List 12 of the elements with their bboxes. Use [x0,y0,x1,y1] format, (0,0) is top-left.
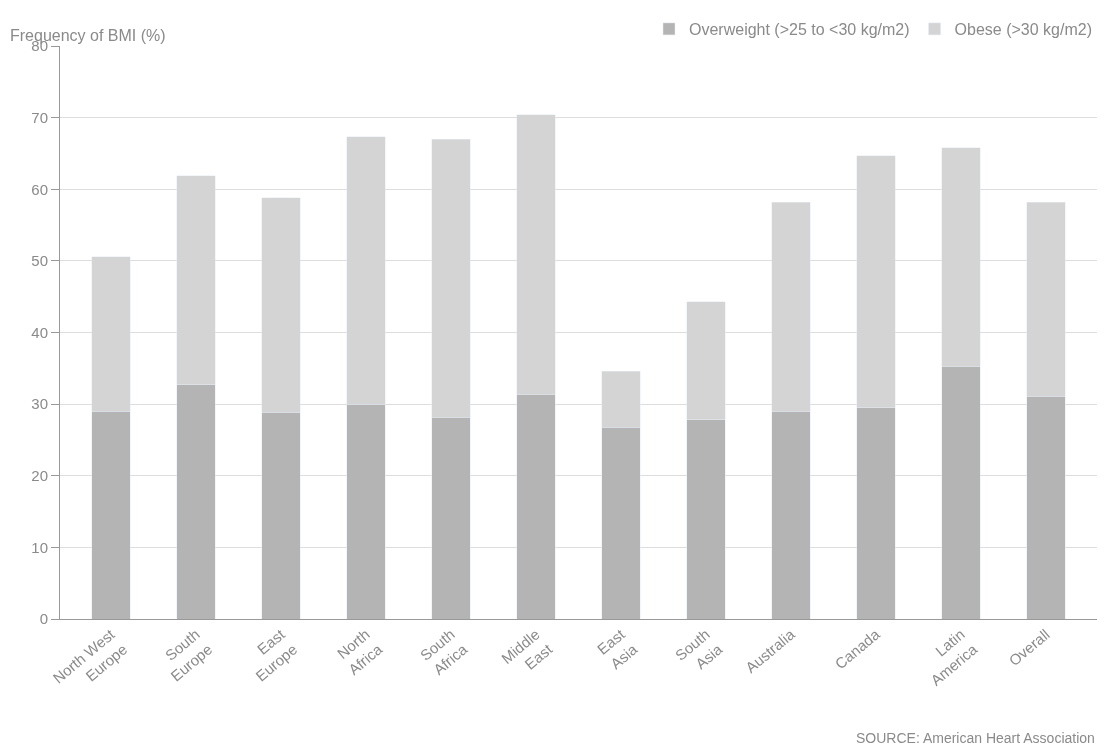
source-note: SOURCE: American Heart Association [856,730,1095,746]
y-tick-label: 20 [31,467,48,484]
y-tick-label: 40 [31,323,48,341]
y-tick-label: 70 [31,108,48,126]
y-tick-label: 50 [31,252,48,270]
y-tick-label: 0 [39,610,48,628]
legend-label: Obese (>30 kg/m2) [954,21,1092,39]
legend-label: Overweight (>25 to <30 kg/m2) [689,21,910,39]
y-tick-label: 30 [31,395,48,413]
y-tick-label: 60 [31,180,48,198]
x-tick-label: East Asia [593,624,641,673]
y-tick-label: 10 [31,538,48,556]
